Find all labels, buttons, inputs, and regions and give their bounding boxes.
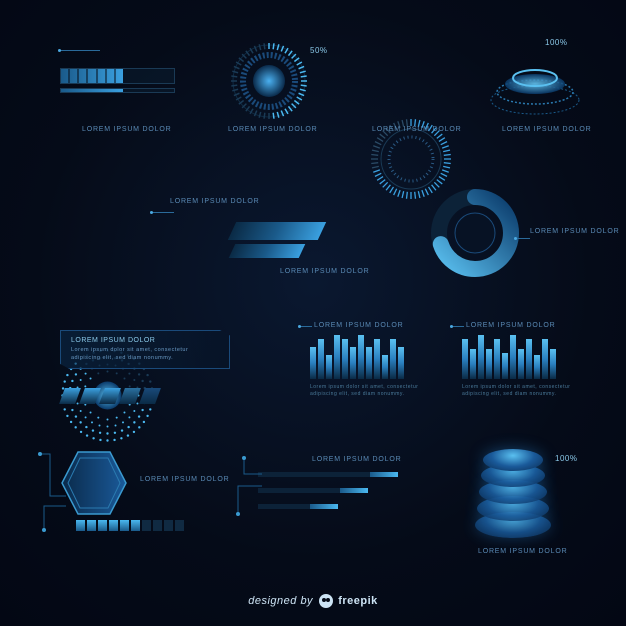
barchart-2: [462, 334, 556, 379]
tilt-disk-caption: LOREM IPSUM DOLOR: [502, 126, 591, 133]
gauge2-caption: LOREM IPSUM DOLOR: [372, 126, 461, 133]
hexagon-caption: LOREM IPSUM DOLOR: [140, 476, 229, 483]
progressbar-lead-line: [60, 50, 100, 51]
donut-line: [516, 238, 530, 239]
text-panel-body: Lorem ipsum dolor sit amet, consectetur …: [71, 347, 219, 362]
progressbar-main: [60, 68, 175, 84]
barchart1-body: Lorem ipsum dolor sit amet, consectetur …: [310, 384, 420, 397]
barchart-1: [310, 334, 404, 379]
chevron-caption: LOREM IPSUM DOLOR: [280, 268, 369, 275]
footer-brand: freepik: [338, 595, 378, 607]
barchart2-line: [452, 326, 464, 327]
donut-caption: LOREM IPSUM DOLOR: [530, 228, 619, 235]
gauge1-caption: LOREM IPSUM DOLOR: [228, 126, 317, 133]
circuit-deco-2: [232, 454, 270, 534]
progressbar-group: [60, 68, 175, 93]
progressbar-thin: [60, 88, 175, 93]
circular-gauge-1: (function(){var g=document.getElementByI…: [230, 42, 308, 120]
segmented-bar: document.write(Array.from({length:10},(_…: [76, 520, 184, 531]
gauge1-label: 50%: [310, 46, 328, 55]
cylinder-label: 100%: [555, 454, 577, 463]
thinbars-caption: LOREM IPSUM DOLOR: [312, 456, 401, 463]
barchart1-caption: LOREM IPSUM DOLOR: [314, 322, 403, 329]
barchart2-body: Lorem ipsum dolor sit amet, consectetur …: [462, 384, 572, 397]
cylinder-stack: [475, 446, 551, 542]
progressbar-caption: LOREM IPSUM DOLOR: [82, 126, 171, 133]
circuit-deco-1: [36, 440, 76, 540]
thin-bars: [258, 472, 398, 509]
text-panel: LOREM IPSUM DOLOR Lorem ipsum dolor sit …: [60, 330, 230, 369]
dotted-gauge-line: [152, 212, 174, 213]
tilt-disk-label: 100%: [545, 38, 567, 47]
chev-small-bars: [62, 388, 158, 404]
hexagon-panel: [60, 448, 210, 520]
barchart2-caption: LOREM IPSUM DOLOR: [466, 322, 555, 329]
tilt-disk: [485, 50, 585, 116]
gauge1-svg: [230, 42, 308, 120]
barchart1-line: [300, 326, 312, 327]
footer-credit: designed by freepik: [0, 594, 626, 608]
donut-chart: [430, 188, 520, 278]
cylinder-caption: LOREM IPSUM DOLOR: [478, 548, 567, 555]
dotted-gauge-caption: LOREM IPSUM DOLOR: [170, 198, 259, 205]
text-panel-title: LOREM IPSUM DOLOR: [71, 337, 219, 344]
footer-prefix: designed by: [248, 595, 313, 607]
freepik-icon: [319, 594, 333, 608]
